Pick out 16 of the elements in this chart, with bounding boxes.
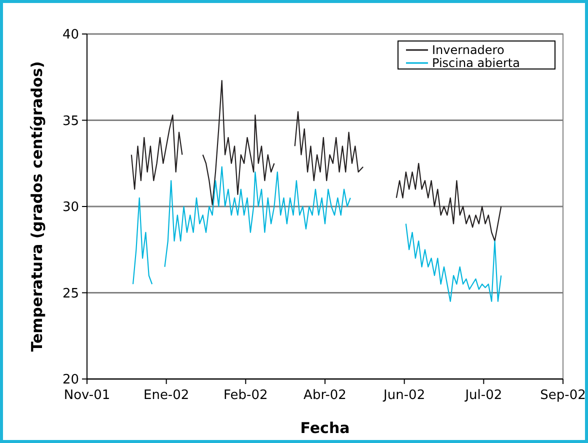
- x-tick-label: Sep-02: [540, 388, 586, 403]
- x-tick-label: Jun-02: [382, 388, 426, 403]
- x-tick-label: Abr-02: [304, 388, 346, 403]
- x-axis-title: Fecha: [300, 419, 350, 437]
- x-tick-label: Feb-02: [224, 388, 268, 403]
- y-tick-label: 30: [62, 200, 79, 216]
- y-tick-label: 25: [62, 286, 79, 302]
- y-axis-title: Temperatura (grados centígrados): [28, 61, 46, 352]
- x-tick-label: Jul-02: [464, 388, 502, 403]
- legend-label: Piscina abierta: [432, 56, 520, 70]
- y-tick-label: 20: [62, 372, 79, 388]
- y-tick-label: 35: [62, 114, 79, 129]
- x-tick-label: Nov-01: [64, 388, 110, 403]
- y-tick-label: 40: [62, 28, 79, 43]
- legend-label: Invernadero: [432, 43, 504, 58]
- x-tick-label: Ene-02: [143, 388, 190, 403]
